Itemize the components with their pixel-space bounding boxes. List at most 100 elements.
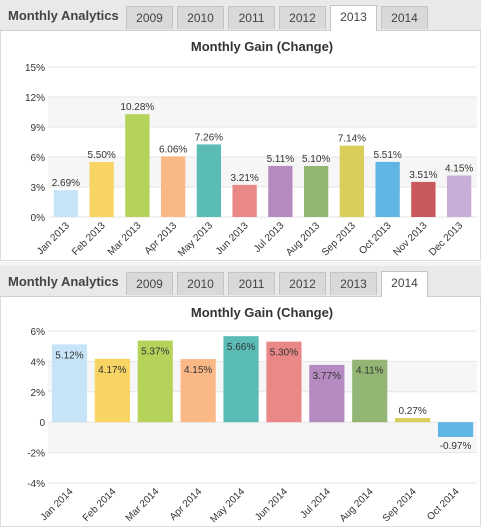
bar	[268, 165, 293, 217]
bar	[303, 166, 329, 217]
bar	[352, 359, 388, 423]
tab-2014[interactable]: 2014	[381, 271, 428, 297]
x-tick-label: May 2013	[176, 220, 215, 259]
data-label: 4.15%	[445, 164, 473, 175]
data-label: 5.30%	[270, 348, 298, 359]
data-label: 6.06%	[159, 144, 187, 155]
data-label: 5.10%	[302, 154, 330, 165]
grid-band	[48, 157, 477, 187]
y-tick-label: -4%	[27, 479, 45, 490]
x-tick-label: Jan 2014	[39, 486, 76, 523]
chart-title: Monthly Gain (Change)	[191, 39, 333, 54]
bar	[137, 340, 173, 423]
analytics-panel-2013: Monthly Analytics 2009 2010 2011 2012 20…	[0, 0, 481, 262]
tab-2013[interactable]: 2013	[330, 272, 377, 295]
x-tick-label: Apr 2014	[168, 486, 205, 523]
bar	[94, 358, 130, 423]
data-label: 7.14%	[338, 134, 366, 145]
tab-2009[interactable]: 2009	[126, 6, 173, 29]
data-label: 3.77%	[313, 371, 341, 382]
bar	[125, 114, 150, 217]
bar	[180, 359, 216, 423]
x-tick-label: Jul 2013	[252, 220, 287, 255]
y-tick-label: 9%	[31, 123, 46, 134]
x-tick-label: Mar 2014	[124, 486, 162, 524]
tab-2012[interactable]: 2012	[279, 272, 326, 295]
tab-2013[interactable]: 2013	[330, 5, 377, 31]
bar	[375, 161, 400, 217]
tab-bar: Monthly Analytics 2009 2010 2011 2012 20…	[0, 266, 481, 297]
x-tick-label: Sep 2014	[381, 486, 419, 524]
bar	[395, 418, 431, 423]
bar	[232, 184, 257, 217]
y-tick-label: 2%	[31, 388, 46, 399]
grid-band	[48, 97, 477, 127]
bar	[160, 156, 186, 217]
data-label: 4.15%	[184, 365, 212, 376]
x-tick-label: Jun 2014	[253, 486, 290, 523]
bar	[223, 336, 259, 423]
bar-chart-2014: Monthly Gain (Change) -4% -2% 0 2% 4% 6% 5.12% J…	[27, 305, 477, 525]
panel-heading: Monthly Analytics	[8, 8, 119, 23]
data-label: 3.21%	[230, 173, 258, 184]
grid-band	[48, 422, 477, 453]
x-tick-label: Feb 2013	[70, 220, 108, 258]
bar-chart-2013: Monthly Gain (Change) 0% 3% 6% 9% 12% 15% 2.69%…	[25, 39, 477, 259]
x-tick-label: Feb 2014	[81, 486, 119, 524]
x-tick-label: Apr 2013	[143, 220, 180, 257]
bar	[196, 144, 222, 217]
chart-area	[0, 31, 481, 261]
tab-2011[interactable]: 2011	[228, 272, 275, 295]
panel-heading: Monthly Analytics	[8, 274, 119, 289]
data-label: 0.27%	[398, 406, 426, 417]
x-tick-label: Aug 2013	[284, 220, 322, 258]
bar	[89, 162, 114, 217]
data-label: 5.12%	[55, 350, 83, 361]
data-label: 5.11%	[267, 154, 295, 165]
y-tick-label: 0%	[31, 213, 46, 224]
data-label: 2.69%	[52, 178, 80, 189]
tab-bar: Monthly Analytics 2009 2010 2011 2012 20…	[0, 0, 481, 31]
x-tick-label: Sep 2013	[320, 220, 358, 258]
x-tick-label: Jul 2014	[298, 486, 333, 521]
data-label: 5.51%	[373, 150, 401, 161]
bar	[437, 422, 474, 437]
panel-divider	[0, 262, 481, 266]
tab-2010[interactable]: 2010	[177, 6, 224, 29]
x-tick-label: Nov 2013	[391, 220, 429, 258]
x-tick-label: Mar 2013	[106, 220, 144, 258]
data-label: -0.97%	[440, 441, 472, 452]
bar	[446, 175, 472, 217]
x-tick-label: Jun 2013	[214, 220, 251, 257]
y-tick-label: 6%	[31, 327, 46, 338]
x-tick-label: Jan 2013	[35, 220, 72, 257]
data-label: 3.51%	[409, 170, 437, 181]
analytics-panel-2014: Monthly Analytics 2009 2010 2011 2012 20…	[0, 266, 481, 528]
y-tick-label: 4%	[31, 357, 46, 368]
data-label: 4.11%	[356, 366, 384, 377]
y-tick-label: -2%	[27, 449, 45, 460]
x-tick-label: May 2014	[208, 486, 247, 525]
y-tick-label: 12%	[25, 93, 45, 104]
data-label: 10.28%	[120, 102, 154, 113]
y-tick-label: 0	[39, 418, 45, 429]
data-label: 5.66%	[227, 342, 255, 353]
tab-2014[interactable]: 2014	[381, 6, 428, 29]
bar	[266, 341, 302, 423]
y-tick-label: 6%	[31, 153, 46, 164]
bar	[309, 364, 345, 423]
data-label: 5.37%	[141, 347, 169, 358]
bar	[411, 181, 436, 217]
x-tick-label: Oct 2013	[357, 220, 394, 257]
data-label: 5.50%	[87, 150, 115, 161]
x-tick-label: Aug 2014	[338, 486, 376, 524]
bar	[339, 145, 365, 217]
y-tick-label: 3%	[31, 183, 46, 194]
chart-title: Monthly Gain (Change)	[191, 305, 333, 320]
tab-2011[interactable]: 2011	[228, 6, 275, 29]
tab-2009[interactable]: 2009	[126, 272, 173, 295]
tab-2010[interactable]: 2010	[177, 272, 224, 295]
bar	[51, 344, 88, 423]
x-tick-label: Oct 2014	[425, 486, 462, 523]
tab-2012[interactable]: 2012	[279, 6, 326, 29]
